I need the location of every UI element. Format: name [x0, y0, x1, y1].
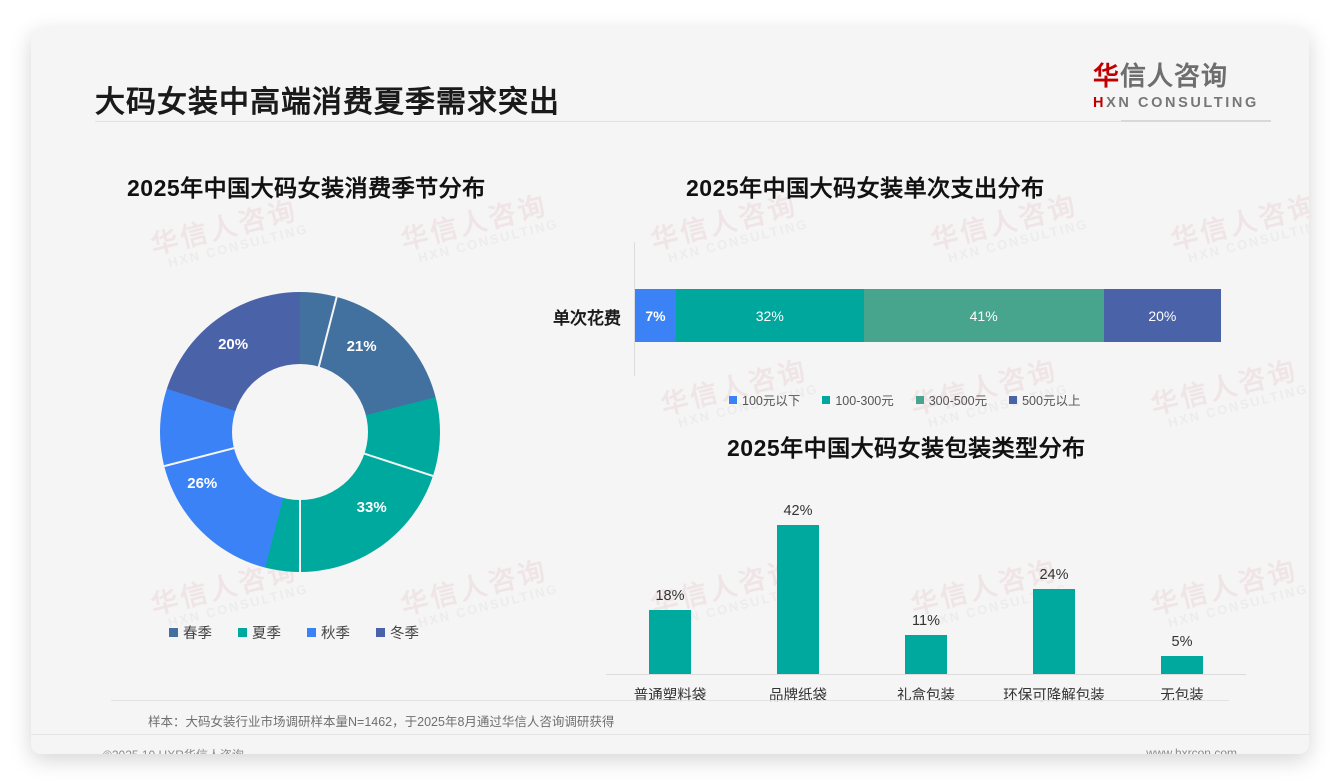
sample-note-divider [111, 700, 1229, 701]
legend-swatch-icon [169, 628, 178, 637]
donut-segment-separator [300, 432, 436, 478]
logo-english-text: HXN CONSULTING [1093, 95, 1271, 111]
legend-item-100元以下[interactable]: 100元以下 [729, 390, 800, 409]
donut-segment-value: 20% [218, 336, 249, 354]
column-value-label: 11% [912, 613, 940, 629]
single-spend-stacked-bar-chart: 单次花费 7% 32% 41% 20% [501, 242, 1261, 402]
legend-swatch-icon [822, 395, 831, 404]
column-bar [1161, 656, 1203, 674]
donut-segment-value: 26% [187, 474, 218, 492]
donut-segment-separator [163, 430, 301, 468]
column-category-label: 无包装 [1160, 688, 1204, 704]
legend-label: 100-300元 [835, 394, 894, 408]
slide-footer: ©2025.10 HXR华信人咨询 www.hxrcon.com [31, 735, 1309, 754]
donut-chart-legend: 春季 夏季 秋季 冬季 [169, 622, 445, 643]
sample-note: 样本：大码女装行业市场调研样本量N=1462，于2025年8月通过华信人咨询调研… [148, 715, 615, 729]
column-chart-category-labels: 普通塑料袋 品牌纸袋 礼盒包装 环保可降解包装 无包装 [606, 684, 1246, 705]
column-chart-bars: 18% 42% 11% 24% 5% [606, 503, 1246, 674]
legend-item-300-500元[interactable]: 300-500元 [915, 390, 988, 409]
stacked-bar-segment-500元以上: 20% [1103, 289, 1221, 342]
brand-logo: 华信人咨询 HXN CONSULTING [1093, 61, 1271, 111]
logo-cn-accent-char: 华 [1093, 61, 1121, 91]
legend-item-秋季[interactable]: 秋季 [307, 622, 350, 643]
donut-ring [160, 292, 440, 573]
legend-label: 500元以上 [1022, 394, 1081, 408]
column-value-label: 18% [655, 588, 685, 604]
logo-underline [1121, 120, 1271, 122]
logo-chinese-text: 华信人咨询 [1093, 61, 1271, 92]
column-value-label: 24% [1039, 567, 1069, 583]
page-title: 大码女装中高端消费夏季需求突出 [95, 86, 560, 119]
legend-label: 冬季 [390, 626, 419, 642]
legend-item-冬季[interactable]: 冬季 [376, 622, 419, 643]
column-value-label: 5% [1171, 634, 1193, 650]
donut-chart-title: 2025年中国大码女装消费季节分布 [127, 175, 486, 201]
legend-label: 夏季 [252, 626, 281, 642]
watermark: 华信人咨询 HXN CONSULTING [147, 195, 310, 271]
slide-header: 大码女装中高端消费夏季需求突出 华信人咨询 HXN CONSULTING [31, 28, 1309, 122]
column-chart-title: 2025年中国大码女装包装类型分布 [727, 435, 1086, 461]
column-category-label: 普通塑料袋 [633, 688, 707, 704]
legend-item-春季[interactable]: 春季 [169, 622, 212, 643]
stacked-bar-chart-title: 2025年中国大码女装单次支出分布 [686, 175, 1045, 201]
donut-segment-value: 21% [346, 338, 377, 356]
donut-segment-value: 33% [356, 498, 387, 516]
stacked-bar-track: 7% 32% 41% 20% [635, 289, 1221, 342]
copyright-text: ©2025.10 HXR华信人咨询 [103, 746, 244, 754]
legend-label: 300-500元 [928, 394, 988, 408]
legend-label: 秋季 [321, 626, 350, 642]
legend-swatch-icon [915, 395, 924, 404]
column-bar [905, 635, 947, 674]
logo-en-rest: XN CONSULTING [1106, 94, 1259, 111]
stacked-bar-segment-100-300元: 32% [676, 289, 864, 342]
column-group: 42% [734, 503, 862, 674]
footer-divider [31, 734, 1309, 735]
column-bar [649, 610, 691, 674]
website-url: www.hxrcon.com [1146, 746, 1237, 754]
logo-en-accent-char: H [1093, 94, 1107, 111]
legend-swatch-icon [238, 628, 247, 637]
legend-swatch-icon [1009, 395, 1018, 404]
legend-item-夏季[interactable]: 夏季 [238, 622, 281, 643]
donut-segment-separator [301, 295, 339, 433]
stacked-bar-category-label: 单次花费 [553, 309, 621, 328]
legend-swatch-icon [307, 628, 316, 637]
column-category-label: 礼盒包装 [897, 688, 955, 704]
column-group: 11% [862, 514, 990, 674]
column-group: 18% [606, 514, 734, 674]
packaging-type-column-chart: 18% 42% 11% 24% 5% 普通塑料袋 品牌纸袋 礼盒包装 环保可降解包装 无包装 [606, 496, 1246, 711]
header-divider [95, 121, 1247, 122]
column-value-label: 42% [783, 503, 813, 519]
legend-item-100-300元[interactable]: 100-300元 [822, 390, 894, 409]
legend-swatch-icon [729, 395, 737, 404]
legend-label: 春季 [183, 626, 212, 642]
legend-swatch-icon [376, 628, 385, 637]
column-group: 5% [1118, 514, 1246, 674]
stacked-bar-axis-line [634, 242, 635, 376]
logo-cn-rest: 信人咨询 [1120, 61, 1229, 91]
column-category-label: 品牌纸袋 [769, 688, 827, 704]
legend-item-500元以上[interactable]: 500元以上 [1009, 390, 1080, 409]
column-category-label: 环保可降解包装 [1003, 688, 1105, 704]
season-distribution-donut-chart: 21% 33% 26% 20% [130, 292, 470, 592]
stacked-bar-segment-100元以下: 7% [635, 289, 677, 342]
stacked-bar-segment-300-500元: 41% [863, 289, 1104, 342]
column-group: 24% [990, 514, 1118, 674]
column-bar [777, 525, 819, 674]
stacked-bar-legend: 100元以下 100-300元 300-500元 500元以上 [729, 390, 1102, 409]
column-bar [1033, 589, 1075, 674]
legend-label: 100元以下 [742, 394, 801, 408]
column-chart-baseline [606, 674, 1246, 675]
slide-card: 华信人咨询 HXN CONSULTING 华信人咨询 HXN CONSULTING 华信… [31, 28, 1309, 754]
donut-segment-separator [299, 432, 301, 573]
